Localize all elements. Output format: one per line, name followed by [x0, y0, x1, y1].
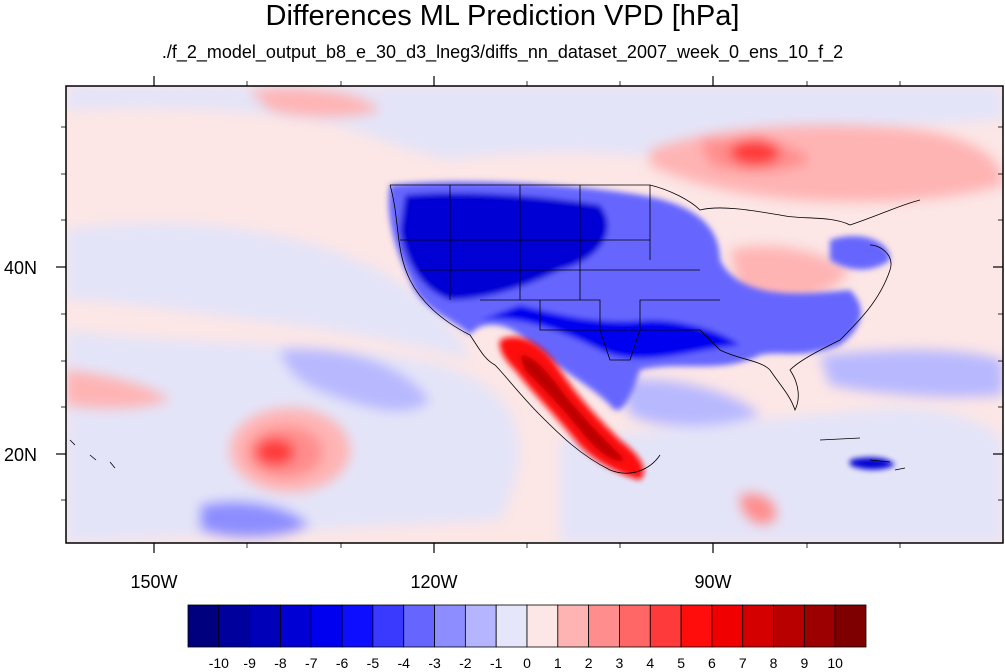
- colorbar-swatch: [803, 604, 836, 648]
- colorbar-label: 0: [523, 655, 531, 671]
- colorbar-swatch: [403, 604, 435, 648]
- lon-tick-label: 90W: [694, 572, 731, 592]
- colorbar-label: -10: [209, 655, 229, 671]
- colorbar-label: -8: [274, 655, 287, 671]
- colorbar-swatch: [495, 604, 528, 648]
- axis-ticks: [56, 76, 1003, 553]
- map-subtitle: ./f_2_model_output_b8_e_30_d3_lneg3/diff…: [161, 42, 844, 62]
- lon-tick-label: 120W: [410, 572, 457, 592]
- colorbar-swatch: [649, 604, 682, 648]
- colorbar-label: 6: [708, 655, 716, 671]
- colorbar-label: 7: [739, 655, 747, 671]
- colorbar-label: -9: [243, 655, 256, 671]
- colorbar-label: -1: [490, 655, 503, 671]
- colorbar-swatch: [218, 604, 251, 648]
- colorbar-swatch: [434, 604, 466, 648]
- colorbar-label: -3: [428, 655, 441, 671]
- colorbar-swatch: [742, 604, 774, 648]
- colorbar-label: 10: [827, 655, 843, 671]
- colorbar-swatch: [280, 604, 312, 648]
- colorbar-label: 3: [616, 655, 624, 671]
- colorbar-swatch: [310, 604, 343, 648]
- colorbar-label: -2: [459, 655, 472, 671]
- colorbar-label: 2: [585, 655, 593, 671]
- colorbar-swatch: [249, 604, 281, 648]
- map-title: Differences ML Prediction VPD [hPa]: [265, 0, 740, 32]
- colorbar-label: -6: [336, 655, 349, 671]
- colorbar-swatch: [187, 604, 220, 648]
- colorbar-swatch: [834, 604, 867, 648]
- colorbar-swatch: [341, 604, 374, 648]
- axis-minor-ticks: [61, 81, 1003, 548]
- colorbar-label: 9: [800, 655, 808, 671]
- colorbar-swatch: [372, 604, 405, 648]
- colorbar-label: -5: [367, 655, 380, 671]
- colorbar-swatch: [619, 604, 651, 648]
- colorbar-label: 1: [554, 655, 562, 671]
- colorbar-label: -7: [305, 655, 318, 671]
- colorbar-labels: -10 -9 -8 -7 -6 -5 -4 -3 -2 -1 0 1 2 3 4 5 6 7 8 9 10: [209, 655, 843, 671]
- colorbar-swatch: [711, 604, 744, 648]
- colorbar-swatch: [526, 604, 559, 648]
- lat-tick-label: 20N: [4, 445, 37, 465]
- colorbar-label: 4: [646, 655, 654, 671]
- map-frame: [65, 85, 1004, 544]
- colorbar-swatch: [464, 604, 497, 648]
- colorbar-label: -4: [398, 655, 411, 671]
- colorbar-label: 5: [677, 655, 685, 671]
- lat-tick-label: 40N: [4, 258, 37, 278]
- colorbar-swatch: [588, 604, 620, 648]
- colorbar-swatch: [773, 604, 805, 648]
- vpd-difference-field: [66, 86, 1003, 543]
- lon-tick-label: 150W: [130, 572, 177, 592]
- colorbar: [187, 604, 867, 648]
- colorbar-label: 8: [770, 655, 778, 671]
- colorbar-swatch: [557, 604, 590, 648]
- colorbar-swatch: [680, 604, 713, 648]
